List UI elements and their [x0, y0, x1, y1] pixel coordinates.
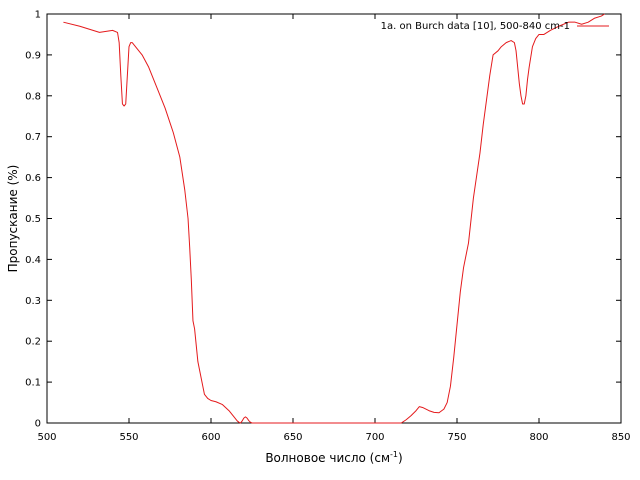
series-line-0	[63, 13, 605, 424]
x-tick-label: 650	[283, 432, 302, 443]
x-tick-label: 550	[119, 432, 138, 443]
x-tick-label: 850	[611, 432, 630, 443]
ticks-layer: 500 550 600 650 700 750 800 850 0 0.1 0.2 0.3 0.4 0.5…	[25, 10, 630, 444]
x-tick-label: 800	[529, 432, 548, 443]
x-axis-label-end: )	[398, 451, 403, 465]
y-tick-label: 0.9	[25, 50, 41, 61]
x-tick-label: 750	[447, 432, 466, 443]
x-tick-label: 600	[201, 432, 220, 443]
y-tick-label: 0.4	[25, 255, 41, 266]
y-tick-label: 0.1	[25, 378, 41, 389]
y-tick-label: 0.2	[25, 337, 41, 348]
series-layer	[63, 13, 605, 424]
y-tick-label: 0.6	[25, 173, 41, 184]
y-tick-label: 1	[35, 10, 41, 21]
y-axis-label: Пропускание (%)	[6, 165, 20, 273]
x-axis-label: Волновое число (см-1)	[265, 450, 402, 465]
legend-label: 1a. on Burch data [10], 500-840 cm-1	[381, 21, 570, 32]
legend: 1a. on Burch data [10], 500-840 cm-1	[381, 21, 609, 32]
y-tick-label: 0.3	[25, 296, 41, 307]
x-axis-label-text: Волновое число (см	[265, 451, 390, 465]
plot-frame	[46, 13, 622, 424]
x-axis-label-sup: -1	[390, 450, 398, 459]
y-tick-label: 0.5	[25, 214, 41, 225]
x-tick-label: 500	[37, 432, 56, 443]
y-tick-label: 0	[35, 419, 41, 430]
y-tick-label: 0.7	[25, 132, 41, 143]
y-tick-label: 0.8	[25, 91, 41, 102]
x-tick-label: 700	[365, 432, 384, 443]
